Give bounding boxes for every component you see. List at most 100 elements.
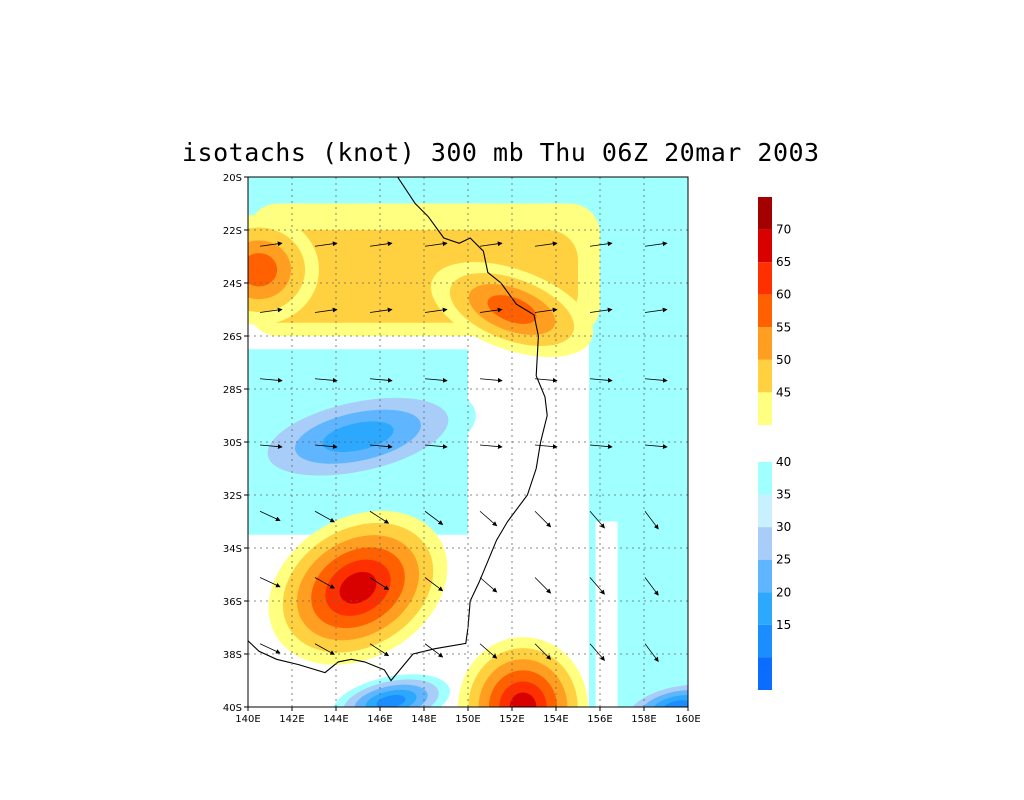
minimum-2-band — [640, 689, 688, 707]
wind-vector — [534, 643, 552, 660]
x-axis-ticks: 140E 142E 144E 146E 148E 150E 152E 154E 156E 158E… — [235, 707, 701, 725]
wind-vector — [369, 643, 390, 657]
colorbar-swatch — [758, 657, 772, 690]
wind-vector — [259, 241, 283, 247]
y-tick-label: 34S — [223, 544, 242, 555]
wind-vector — [589, 241, 613, 247]
wind-vector — [314, 577, 335, 589]
wind-vector — [314, 241, 338, 247]
wind-vector — [589, 307, 613, 313]
colorbar-swatch — [758, 294, 772, 328]
y-tick-label: 38S — [223, 650, 242, 661]
wind-vector — [424, 241, 448, 247]
wind-vector — [314, 444, 338, 449]
field-band — [595, 521, 618, 707]
wind-vector — [644, 377, 668, 383]
wind-vector — [260, 710, 280, 719]
colorbar-swatch — [758, 624, 772, 658]
wind-vector — [369, 241, 393, 247]
colorbar-label: 30 — [776, 520, 791, 534]
colorbar-label: 40 — [776, 455, 791, 469]
x-tick-label: 154E — [543, 714, 568, 725]
minimum-0-band — [322, 421, 394, 452]
wind-vector — [644, 241, 668, 247]
wind-vector — [259, 510, 281, 522]
grid-lines — [248, 177, 688, 707]
x-tick-label: 158E — [631, 714, 656, 725]
wind-vector — [589, 510, 605, 529]
x-tick-label: 140E — [235, 714, 260, 725]
wind-vector — [259, 307, 283, 313]
wind-vector — [589, 643, 605, 661]
colorbar: 70 65 60 55 50 45 40 35 30 25 20 15 — [758, 197, 791, 690]
y-tick-label: 22S — [223, 226, 242, 237]
wind-vector — [314, 307, 338, 313]
wind-vector — [644, 643, 659, 662]
maximum-3-band — [509, 692, 537, 707]
colorbar-label: 45 — [776, 385, 791, 399]
wind-vector — [479, 377, 503, 383]
y-tick-label: 28S — [223, 385, 242, 396]
wind-vector — [534, 577, 552, 594]
wind-vector — [424, 510, 444, 525]
colorbar-label: 35 — [776, 488, 791, 502]
wind-vector — [534, 241, 558, 247]
wind-vectors — [259, 241, 668, 719]
colorbar-swatch — [758, 462, 772, 495]
colorbar-swatch — [758, 229, 772, 263]
wind-vector — [479, 307, 503, 313]
wind-vector — [644, 444, 668, 449]
y-tick-label: 24S — [223, 279, 242, 290]
wind-vector — [534, 510, 552, 528]
wind-vector — [314, 643, 335, 655]
wind-vector — [589, 444, 613, 449]
x-tick-label: 160E — [675, 714, 700, 725]
colorbar-swatch — [758, 592, 772, 625]
colorbar-swatch — [758, 197, 772, 230]
wind-vector — [479, 643, 498, 659]
colorbar-swatch — [758, 359, 772, 393]
wind-vector — [259, 643, 281, 654]
x-tick-label: 156E — [587, 714, 612, 725]
wind-vector — [424, 643, 444, 658]
wind-vector — [369, 444, 393, 449]
coastline-path — [248, 177, 548, 682]
wind-vector — [644, 511, 659, 530]
x-tick-label: 148E — [411, 714, 436, 725]
wind-vector — [479, 510, 498, 527]
colorbar-swatch — [758, 494, 772, 528]
wind-vector — [644, 577, 659, 596]
wind-vector — [479, 577, 498, 593]
wind-vector — [314, 510, 335, 523]
x-tick-label: 142E — [279, 714, 304, 725]
wind-vector — [259, 377, 283, 383]
y-tick-label: 20S — [223, 173, 242, 184]
wind-vector — [314, 377, 338, 383]
wind-vector — [424, 577, 444, 592]
wind-vector — [479, 241, 503, 247]
colorbar-swatch — [758, 327, 772, 360]
colorbar-label: 20 — [776, 585, 791, 599]
y-tick-label: 36S — [223, 597, 242, 608]
minimum-1-band — [376, 694, 406, 707]
x-tick-label: 150E — [455, 714, 480, 725]
colorbar-label: 70 — [776, 223, 791, 237]
colorbar-label: 65 — [776, 255, 791, 269]
wind-vector — [424, 444, 448, 449]
wind-vector — [534, 444, 558, 449]
colorbar-label: 55 — [776, 320, 791, 334]
wind-vector — [259, 577, 281, 588]
minimum-2-band — [618, 679, 688, 707]
colorbar-swatch — [758, 559, 772, 593]
coastline — [248, 177, 548, 682]
wind-vector — [534, 307, 558, 313]
isotach-field — [248, 177, 688, 707]
colorbar-label: 50 — [776, 353, 791, 367]
minimum-2-band — [629, 684, 688, 707]
wind-vector — [369, 307, 393, 313]
x-tick-label: 152E — [499, 714, 524, 725]
y-axis-ticks: 20S 22S 24S 26S 28S 30S 32S 34S 36S 38S 40S — [223, 173, 248, 714]
wind-vector — [259, 444, 283, 449]
maximum-2-band — [339, 571, 377, 604]
x-tick-label: 144E — [323, 714, 348, 725]
